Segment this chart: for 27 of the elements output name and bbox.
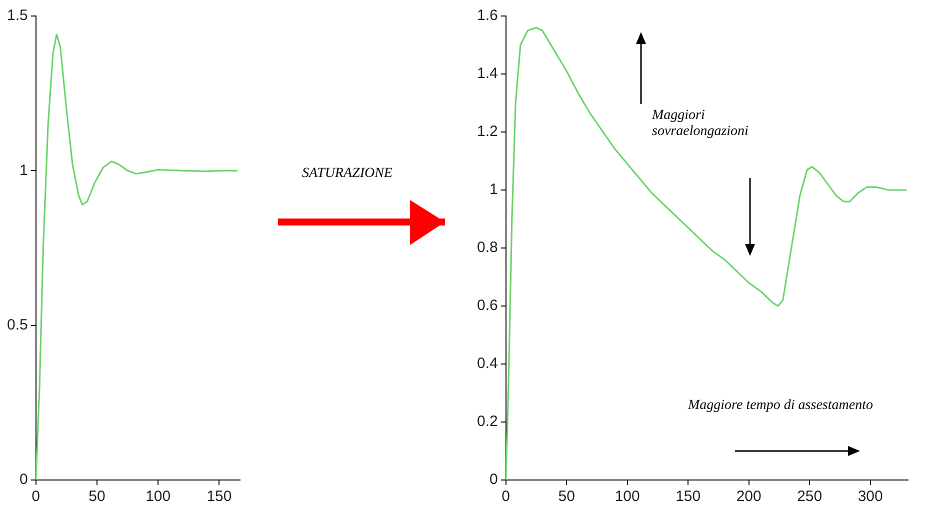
text: SATURAZIONE (302, 166, 394, 182)
y-tick-label: 0.8 (476, 239, 498, 256)
y-tick-label: 0.2 (476, 413, 498, 430)
x-tick-label: 100 (614, 488, 640, 506)
x-tick-label: 50 (88, 488, 106, 506)
x-tick-label: 100 (146, 488, 171, 506)
x-tick-label: 150 (206, 488, 232, 506)
y-tick-label: 1.5 (6, 7, 28, 24)
annotation: Maggiore tempo di assestamento (688, 398, 874, 414)
x-tick-label: 0 (502, 488, 510, 506)
y-tick-label: 0 (20, 471, 28, 488)
y-tick-label: 1.2 (476, 123, 498, 140)
x-tick-label: 150 (676, 488, 701, 506)
y-tick-label: 0.5 (6, 316, 28, 334)
y-tick-label: 1.6 (476, 7, 498, 24)
x-tick-label: 250 (797, 488, 822, 506)
annotation: Maggiori sovraelongazioni (652, 108, 750, 140)
y-tick-label: 1.4 (476, 65, 498, 82)
y-tick-label: 0.4 (476, 355, 498, 372)
x-tick-label: 300 (858, 488, 883, 506)
x-tick-label: 0 (32, 488, 40, 506)
y-tick-label: 0 (490, 471, 498, 488)
x-tick-label: 200 (736, 488, 762, 506)
y-tick-label: 0.6 (476, 297, 498, 314)
x-tick-label: 50 (558, 488, 575, 506)
y-tick-label: 1 (20, 162, 28, 179)
y-tick-label: 1 (490, 181, 498, 198)
